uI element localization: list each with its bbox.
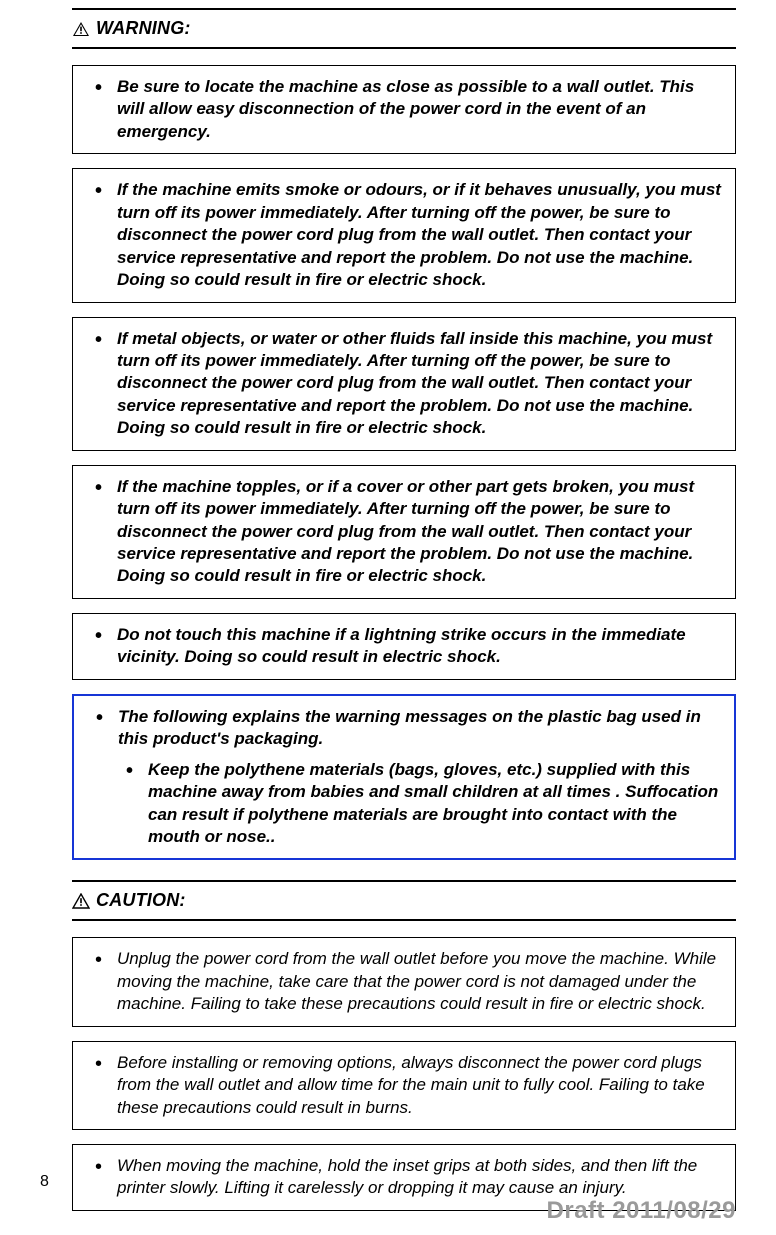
- warning-box-4: If the machine topples, or if a cover or…: [72, 465, 736, 599]
- caution-heading-text: CAUTION:: [96, 890, 186, 911]
- warning-box-6-highlighted: The following explains the warning messa…: [72, 694, 736, 861]
- warning-item: If metal objects, or water or other flui…: [87, 328, 721, 440]
- warning-box-3: If metal objects, or water or other flui…: [72, 317, 736, 451]
- warning-subitem: Keep the polythene materials (bags, glov…: [118, 759, 720, 849]
- warning-item: Do not touch this machine if a lightning…: [87, 624, 721, 669]
- warning-item-text: The following explains the warning messa…: [118, 707, 701, 748]
- warning-triangle-icon: [72, 21, 90, 37]
- warning-item: If the machine emits smoke or odours, or…: [87, 179, 721, 291]
- caution-box-1: Unplug the power cord from the wall outl…: [72, 937, 736, 1026]
- caution-item: Unplug the power cord from the wall outl…: [87, 948, 721, 1015]
- warning-box-5: Do not touch this machine if a lightning…: [72, 613, 736, 680]
- warning-item: The following explains the warning messa…: [88, 706, 720, 849]
- warning-box-2: If the machine emits smoke or odours, or…: [72, 168, 736, 302]
- caution-item: Before installing or removing options, a…: [87, 1052, 721, 1119]
- caution-header: CAUTION:: [72, 880, 736, 921]
- caution-triangle-icon: [72, 893, 90, 909]
- warning-header: WARNING:: [72, 8, 736, 49]
- warning-heading-text: WARNING:: [96, 18, 191, 39]
- caution-item: When moving the machine, hold the inset …: [87, 1155, 721, 1200]
- warning-box-1: Be sure to locate the machine as close a…: [72, 65, 736, 154]
- draft-watermark: Draft 2011/08/29: [547, 1197, 736, 1225]
- warning-item: Be sure to locate the machine as close a…: [87, 76, 721, 143]
- warning-item: If the machine topples, or if a cover or…: [87, 476, 721, 588]
- caution-box-2: Before installing or removing options, a…: [72, 1041, 736, 1130]
- document-page: WARNING: Be sure to locate the machine a…: [0, 0, 776, 1235]
